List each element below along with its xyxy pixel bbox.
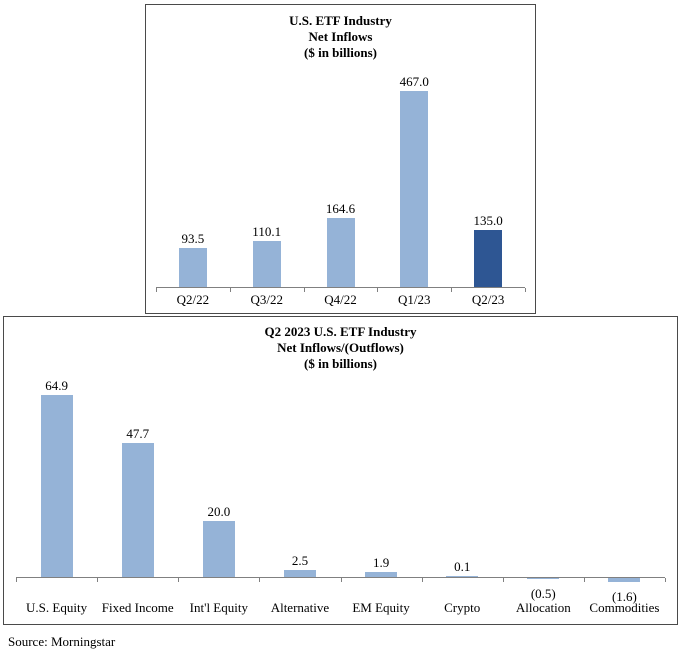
axis-tick (340, 578, 342, 582)
bottom-chart-title-line-2: Net Inflows/(Outflows) (277, 340, 404, 355)
bar-U.S. Equity (40, 395, 73, 577)
top-chart-title-line-1: U.S. ETF Industry (289, 13, 392, 28)
top-chart-title-line-3: ($ in billions) (304, 45, 377, 60)
axis-tick (377, 288, 379, 292)
bottom-chart-title-line-1: Q2 2023 U.S. ETF Industry (264, 324, 417, 339)
category-label-Q2/23: Q2/23 (471, 292, 505, 307)
top-chart-title: U.S. ETF Industry Net Inflows ($ in bill… (146, 13, 535, 61)
value-label-Q2/22: 93.5 (181, 231, 205, 246)
bar-Q3/22 (252, 241, 281, 287)
category-label-Allocation: Allocation (515, 600, 571, 615)
bar-Allocation (527, 578, 560, 579)
value-label-EM Equity: 1.9 (372, 555, 390, 570)
value-label-Commodities: (1.6) (611, 589, 637, 604)
top-chart: U.S. ETF Industry Net Inflows ($ in bill… (145, 4, 536, 314)
axis-tick (178, 578, 180, 582)
axis-tick (156, 288, 157, 292)
axis-tick (16, 578, 17, 582)
value-label-Q3/22: 110.1 (252, 224, 282, 239)
axis-tick (502, 578, 504, 582)
category-label-EM Equity: EM Equity (352, 600, 410, 615)
axis-tick (583, 578, 585, 582)
bottom-chart-title: Q2 2023 U.S. ETF Industry Net Inflows/(O… (4, 324, 677, 372)
bottom-chart-plot: 64.9 U.S. Equity 47.7 Fixed Income 20.0 Int'l… (4, 317, 677, 624)
axis-tick (303, 288, 305, 292)
value-label-Fixed Income: 47.7 (126, 426, 150, 441)
category-label-Q4/22: Q4/22 (324, 292, 357, 307)
bottom-chart-title-line-3: ($ in billions) (304, 356, 377, 371)
value-label-U.S. Equity: 64.9 (45, 378, 68, 393)
category-label-Int'l Equity: Int'l Equity (189, 600, 248, 615)
category-label-U.S. Equity: U.S. Equity (26, 600, 88, 615)
x-axis (156, 287, 525, 288)
value-label-Int'l Equity: 20.0 (207, 504, 231, 519)
x-axis (16, 577, 665, 578)
axis-tick (525, 288, 526, 292)
category-label-Q1/23: Q1/23 (398, 292, 431, 307)
bar-Fixed Income (121, 443, 154, 577)
category-label-Crypto: Crypto (444, 600, 481, 615)
top-chart-title-line-2: Net Inflows (308, 29, 373, 44)
bar-Crypto (446, 576, 479, 577)
bar-Alternative (283, 570, 316, 577)
category-label-Q3/22: Q3/22 (250, 292, 283, 307)
axis-tick (229, 288, 231, 292)
bar-Q2/23 (474, 230, 503, 287)
category-label-Commodities: Commodities (589, 600, 660, 615)
value-label-Q1/23: 467.0 (399, 74, 429, 89)
bar-EM Equity (365, 572, 398, 577)
category-label-Fixed Income: Fixed Income (101, 600, 174, 615)
bar-Q1/23 (400, 91, 429, 287)
category-label-Alternative: Alternative (270, 600, 330, 615)
value-label-Crypto: 0.1 (454, 559, 471, 574)
value-label-Allocation: (0.5) (530, 586, 556, 601)
source-note: Source: Morningstar (8, 634, 116, 649)
bar-Commodities (608, 578, 641, 582)
value-label-Q2/23: 135.0 (473, 213, 503, 228)
bar-Int'l Equity (202, 521, 235, 577)
axis-tick (259, 578, 261, 582)
top-chart-plot: 93.5 Q2/22 110.1 Q3/22 164.6 Q4/22 467.0 Q1/23 1… (146, 5, 535, 313)
bar-Q2/22 (178, 248, 207, 287)
value-label-Alternative: 2.5 (291, 553, 309, 568)
category-label-Q2/22: Q2/22 (176, 292, 210, 307)
axis-tick (421, 578, 423, 582)
value-label-Q4/22: 164.6 (325, 201, 356, 216)
bar-Q4/22 (326, 218, 355, 287)
axis-tick (665, 578, 666, 582)
bottom-chart: Q2 2023 U.S. ETF Industry Net Inflows/(O… (3, 316, 678, 625)
axis-tick (97, 578, 99, 582)
axis-tick (451, 288, 453, 292)
